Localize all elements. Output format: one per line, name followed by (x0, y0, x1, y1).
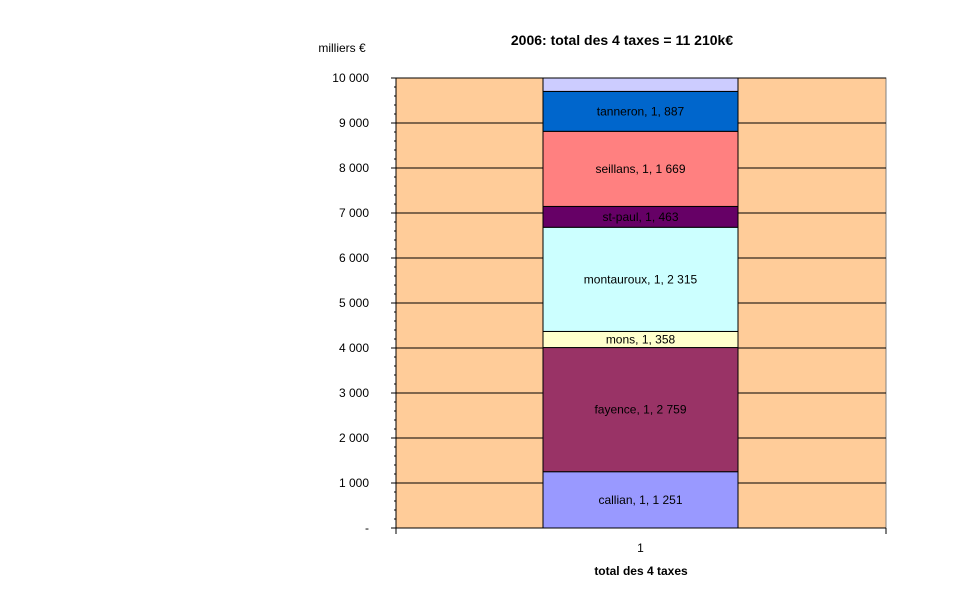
y-tick-label: 2 000 (339, 431, 369, 445)
y-tick-label: 9 000 (339, 116, 369, 130)
axes (391, 77, 887, 534)
callian-segment (542, 471, 739, 529)
y-tick-label: 7 000 (339, 206, 369, 220)
st-paul-data-label: st-paul, 1, 463 (602, 210, 678, 224)
y-axis-unit-label: milliers € (318, 41, 366, 55)
mons-data-label: mons, 1, 358 (606, 332, 676, 346)
fayence-data-label: fayence, 1, 2 759 (594, 403, 686, 417)
y-tick-label: 4 000 (339, 341, 369, 355)
callian-data-label: callian, 1, 1 251 (598, 493, 682, 507)
x-tick-label: 1 (637, 541, 644, 555)
seillans-data-label: seillans, 1, 1 669 (595, 162, 685, 176)
chart-title: 2006: total des 4 taxes = 11 210k€ (511, 32, 733, 48)
y-tick-label: 8 000 (339, 161, 369, 175)
tanneron-segment (542, 90, 739, 132)
y-tick-labels: - 1 000 2 000 3 000 4 000 5 000 6 000 7 000 8 00… (332, 71, 369, 535)
y-tick-label: 5 000 (339, 296, 369, 310)
y-tick-label: 1 000 (339, 476, 369, 490)
y-tick-label: - (365, 521, 369, 535)
montauroux-segment (542, 226, 739, 332)
fayence-segment (542, 347, 739, 473)
y-tick-label: 6 000 (339, 251, 369, 265)
seillans-segment (542, 130, 739, 207)
y-tick-label: 10 000 (332, 71, 369, 85)
bar-stack: callian, 1, 1 251 fayence, 1, 2 759 mons, … (542, 77, 739, 529)
y-tick-label: 3 000 (339, 386, 369, 400)
x-axis-label: total des 4 taxes (594, 564, 688, 578)
montauroux-data-label: montauroux, 1, 2 315 (584, 272, 698, 286)
x-tick-labels: 1 (637, 541, 644, 555)
other-segment (542, 77, 739, 92)
tanneron-data-label: tanneron, 1, 887 (597, 104, 685, 118)
